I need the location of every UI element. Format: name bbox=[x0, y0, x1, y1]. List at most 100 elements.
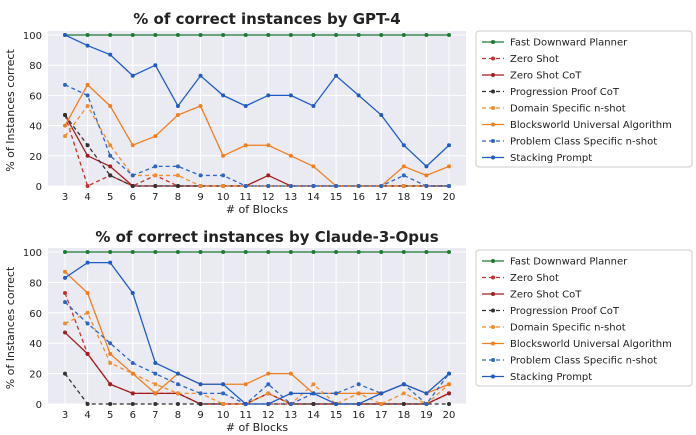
data-point bbox=[175, 184, 180, 188]
x-tick-label: 3 bbox=[62, 410, 68, 421]
data-point bbox=[424, 173, 429, 178]
legend-marker bbox=[491, 56, 495, 61]
legend-marker bbox=[491, 341, 495, 346]
data-point bbox=[63, 330, 67, 335]
data-point bbox=[108, 382, 113, 387]
data-point bbox=[266, 143, 271, 148]
data-point bbox=[108, 164, 113, 169]
y-axis-label: % of Instances correct bbox=[4, 49, 17, 172]
data-point bbox=[198, 33, 203, 37]
x-tick-label: 13 bbox=[285, 410, 298, 421]
data-point bbox=[221, 382, 226, 387]
data-point bbox=[288, 93, 293, 98]
x-tick-label: 10 bbox=[217, 410, 230, 421]
legend-marker bbox=[491, 40, 495, 44]
data-point bbox=[153, 63, 158, 68]
x-tick-label: 8 bbox=[175, 192, 181, 203]
data-point bbox=[63, 33, 67, 37]
data-point bbox=[401, 173, 406, 178]
legend-entry: Zero Shot CoT bbox=[510, 290, 582, 301]
data-point bbox=[63, 291, 67, 296]
data-point bbox=[447, 382, 451, 387]
data-point bbox=[266, 371, 271, 376]
data-point bbox=[447, 33, 451, 37]
data-point bbox=[85, 93, 90, 98]
legend-entry: Blocksworld Universal Algorithm bbox=[510, 120, 672, 131]
data-point bbox=[175, 33, 180, 37]
data-point bbox=[243, 33, 248, 37]
data-point bbox=[288, 184, 293, 188]
data-point bbox=[130, 250, 135, 254]
legend-entry: Zero Shot bbox=[510, 54, 559, 65]
legend-marker bbox=[491, 358, 495, 362]
data-point bbox=[288, 153, 293, 158]
y-tick-label: 60 bbox=[29, 309, 42, 320]
y-tick-label: 100 bbox=[23, 248, 42, 259]
data-point bbox=[356, 184, 361, 188]
data-point bbox=[356, 33, 361, 37]
data-point bbox=[243, 250, 248, 254]
data-point bbox=[401, 184, 406, 188]
data-point bbox=[424, 391, 429, 396]
x-tick-label: 13 bbox=[285, 192, 298, 203]
data-point bbox=[288, 371, 293, 376]
legend-marker bbox=[491, 308, 495, 313]
data-point bbox=[85, 402, 90, 406]
data-point bbox=[198, 382, 203, 387]
data-point bbox=[311, 184, 316, 188]
data-point bbox=[311, 250, 316, 254]
y-tick-label: 20 bbox=[29, 370, 42, 381]
data-point bbox=[447, 250, 451, 254]
data-point bbox=[85, 153, 90, 158]
data-point bbox=[424, 164, 429, 169]
legend-marker bbox=[491, 374, 495, 379]
data-point bbox=[108, 341, 113, 346]
legend-entry: Domain Specific n-shot bbox=[510, 323, 626, 334]
legend bbox=[475, 249, 693, 387]
data-point bbox=[447, 143, 451, 148]
data-point bbox=[153, 391, 158, 396]
y-axis-label: % of Instances correct bbox=[4, 266, 17, 389]
data-point bbox=[175, 173, 180, 178]
data-point bbox=[401, 33, 406, 37]
data-point bbox=[424, 402, 429, 406]
data-point bbox=[266, 250, 271, 254]
x-tick-label: 11 bbox=[239, 410, 252, 421]
data-point bbox=[108, 33, 113, 37]
series-line bbox=[64, 104, 449, 187]
data-point bbox=[311, 164, 316, 169]
data-point bbox=[401, 250, 406, 254]
data-point bbox=[356, 250, 361, 254]
data-point bbox=[63, 123, 67, 128]
data-point bbox=[447, 402, 451, 406]
data-point bbox=[243, 402, 248, 406]
data-point bbox=[401, 382, 406, 387]
series-line bbox=[64, 83, 450, 187]
series-line bbox=[64, 311, 450, 405]
data-point bbox=[401, 402, 406, 406]
data-point bbox=[130, 33, 135, 37]
x-tick-label: 15 bbox=[330, 410, 343, 421]
data-point bbox=[243, 103, 248, 108]
series-line bbox=[64, 34, 450, 168]
data-point bbox=[266, 402, 271, 406]
x-tick-label: 17 bbox=[375, 192, 388, 203]
data-point bbox=[175, 250, 180, 254]
legend-marker bbox=[491, 139, 495, 143]
legend-marker bbox=[491, 122, 495, 127]
x-tick-label: 6 bbox=[130, 410, 136, 421]
data-point bbox=[221, 250, 226, 254]
data-point bbox=[401, 164, 406, 169]
data-point bbox=[175, 402, 180, 406]
data-point bbox=[311, 33, 316, 37]
data-point bbox=[447, 184, 451, 188]
x-tick-label: 18 bbox=[397, 410, 410, 421]
data-point bbox=[85, 321, 90, 326]
data-point bbox=[334, 33, 339, 37]
x-tick-label: 16 bbox=[352, 192, 365, 203]
legend-entry: Stacking Prompt bbox=[510, 372, 592, 383]
data-point bbox=[63, 113, 67, 118]
data-point bbox=[311, 402, 316, 406]
x-axis-label: # of Blocks bbox=[226, 421, 289, 434]
data-point bbox=[379, 184, 384, 188]
